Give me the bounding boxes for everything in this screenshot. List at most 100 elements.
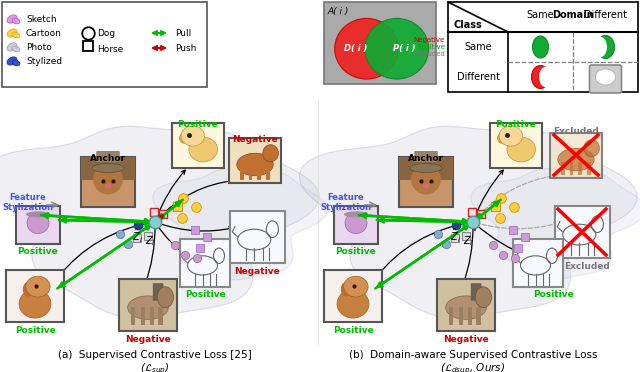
Text: Positive: Positive xyxy=(418,44,445,50)
Bar xyxy=(172,122,224,167)
Text: Different: Different xyxy=(456,72,499,82)
Bar xyxy=(6,270,64,322)
Ellipse shape xyxy=(596,35,614,58)
Text: Positive: Positive xyxy=(18,247,58,256)
Text: Dog: Dog xyxy=(97,29,115,38)
Ellipse shape xyxy=(23,282,33,296)
Ellipse shape xyxy=(445,296,486,319)
Bar xyxy=(399,157,453,207)
Bar xyxy=(587,162,591,175)
Text: Positive: Positive xyxy=(333,326,373,335)
Text: A( i ): A( i ) xyxy=(327,7,348,16)
Ellipse shape xyxy=(531,65,550,89)
Bar xyxy=(513,239,563,287)
Ellipse shape xyxy=(105,183,111,189)
Bar xyxy=(476,307,481,325)
Bar xyxy=(119,279,177,331)
Ellipse shape xyxy=(539,67,554,87)
Text: Domain: Domain xyxy=(552,10,594,20)
Text: ($\mathcal{L}_{sup}$): ($\mathcal{L}_{sup}$) xyxy=(140,362,170,372)
Ellipse shape xyxy=(337,289,369,318)
Polygon shape xyxy=(470,169,640,280)
Ellipse shape xyxy=(411,164,441,195)
Bar xyxy=(249,167,252,180)
Bar xyxy=(191,226,199,234)
Bar xyxy=(550,132,602,177)
Ellipse shape xyxy=(26,211,50,217)
Ellipse shape xyxy=(345,213,367,234)
Text: $Z_i$: $Z_i$ xyxy=(463,234,474,248)
FancyBboxPatch shape xyxy=(324,2,436,84)
Text: Excluded: Excluded xyxy=(564,262,610,271)
Text: Positive: Positive xyxy=(184,290,225,299)
Bar xyxy=(266,167,269,180)
Bar xyxy=(81,157,135,207)
Bar xyxy=(131,307,135,325)
Text: Negative: Negative xyxy=(413,37,445,43)
Text: Positive: Positive xyxy=(178,120,218,129)
Text: Negative: Negative xyxy=(232,135,278,144)
Ellipse shape xyxy=(344,276,368,297)
Ellipse shape xyxy=(7,15,17,23)
Ellipse shape xyxy=(423,183,429,189)
Text: Same: Same xyxy=(527,10,554,20)
Bar xyxy=(459,307,463,325)
Text: Anchor: Anchor xyxy=(408,154,444,163)
Bar xyxy=(514,244,522,252)
Ellipse shape xyxy=(592,36,607,58)
Bar xyxy=(491,202,500,211)
Ellipse shape xyxy=(12,32,20,38)
Ellipse shape xyxy=(189,137,218,162)
Ellipse shape xyxy=(128,296,168,319)
Text: Stylized: Stylized xyxy=(26,57,62,66)
Bar xyxy=(578,162,582,175)
Ellipse shape xyxy=(93,164,123,195)
Text: Excluded: Excluded xyxy=(413,51,445,57)
Bar xyxy=(81,157,135,180)
Bar xyxy=(477,210,485,218)
FancyBboxPatch shape xyxy=(589,65,621,93)
Ellipse shape xyxy=(341,282,351,296)
Text: Class: Class xyxy=(454,20,483,30)
Ellipse shape xyxy=(532,36,548,58)
Text: Pull: Pull xyxy=(175,29,191,38)
Text: Sketch: Sketch xyxy=(26,15,56,24)
Polygon shape xyxy=(153,169,328,280)
FancyBboxPatch shape xyxy=(414,151,438,162)
Text: Cartoon: Cartoon xyxy=(26,29,62,38)
Ellipse shape xyxy=(263,145,278,162)
Ellipse shape xyxy=(344,211,368,217)
FancyBboxPatch shape xyxy=(153,283,163,301)
Text: $Z_i$: $Z_i$ xyxy=(145,234,156,248)
Bar xyxy=(324,270,382,322)
Text: Feature
Stylization: Feature Stylization xyxy=(3,193,54,212)
Text: Anchor: Anchor xyxy=(90,154,126,163)
Bar xyxy=(229,138,281,183)
Bar xyxy=(451,234,459,242)
Text: Negative: Negative xyxy=(125,335,171,344)
Ellipse shape xyxy=(181,126,205,146)
Text: (b)  Domain-aware Supervised Contrastive Loss: (b) Domain-aware Supervised Contrastive … xyxy=(349,350,597,360)
Bar xyxy=(490,122,542,167)
Bar xyxy=(509,226,517,234)
Text: Feature
Stylization: Feature Stylization xyxy=(321,193,371,212)
Bar xyxy=(437,279,495,331)
Ellipse shape xyxy=(558,148,594,171)
Ellipse shape xyxy=(584,140,600,157)
FancyBboxPatch shape xyxy=(471,283,481,301)
Ellipse shape xyxy=(7,29,17,37)
Ellipse shape xyxy=(7,43,17,51)
Text: Positive: Positive xyxy=(335,247,376,256)
Ellipse shape xyxy=(12,60,20,66)
Text: Same: Same xyxy=(464,42,492,52)
Ellipse shape xyxy=(595,69,616,85)
Text: (a)  Supervised Contrastive Loss [25]: (a) Supervised Contrastive Loss [25] xyxy=(58,350,252,360)
Bar xyxy=(449,307,453,325)
Bar xyxy=(203,233,211,241)
Bar xyxy=(448,2,638,92)
Bar xyxy=(173,202,182,211)
Ellipse shape xyxy=(12,46,20,52)
Text: $\hat{Z}_i$: $\hat{Z}_i$ xyxy=(450,227,461,245)
Bar xyxy=(2,2,207,87)
Ellipse shape xyxy=(7,57,17,65)
